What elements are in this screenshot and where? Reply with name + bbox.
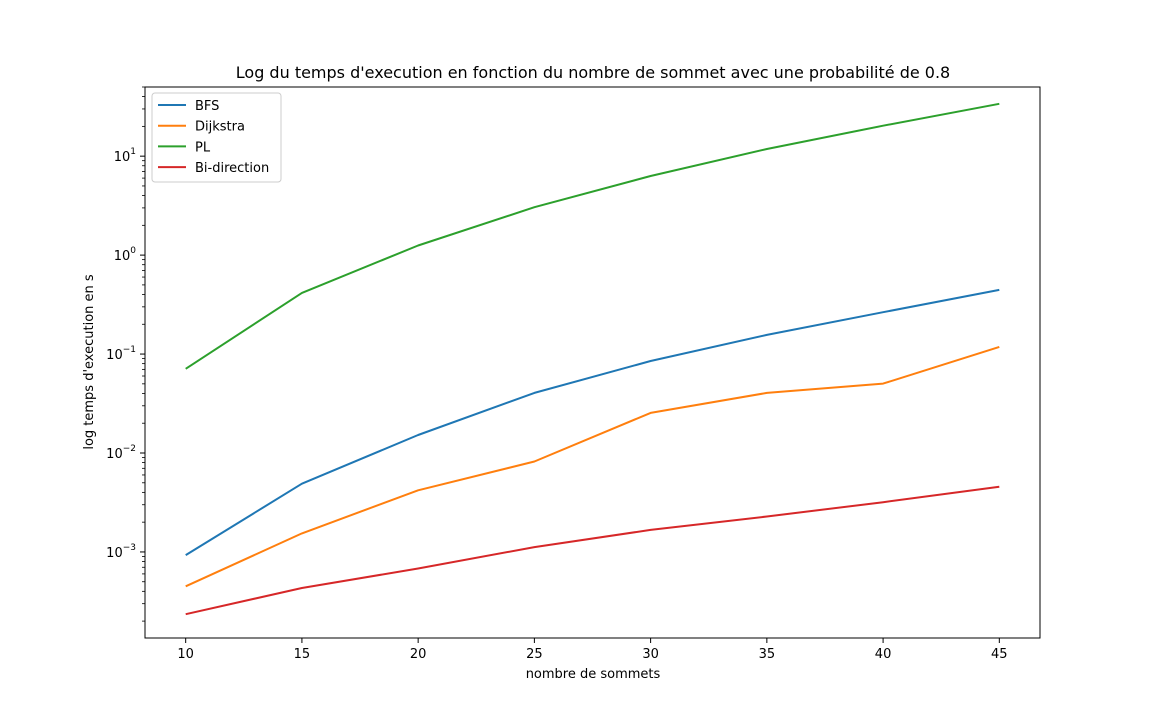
- plot-area: [144, 86, 1041, 639]
- series-line-2: [185, 102, 1000, 370]
- y-tick-label: 101: [114, 147, 136, 165]
- legend-label-3: Bi-direction: [195, 161, 269, 176]
- legend-label-0: BFS: [195, 99, 219, 114]
- x-tick-label: 10: [177, 647, 194, 662]
- x-axis-ticks: 10 15 20 25 30 35 40 45: [177, 638, 1008, 662]
- legend-box: [151, 92, 282, 183]
- legend-label-2: PL: [195, 140, 211, 155]
- x-tick-label: 20: [410, 647, 427, 662]
- y-tick-label: 10−2: [106, 444, 136, 462]
- x-tick-label: 40: [875, 647, 892, 662]
- series-line-0: [185, 288, 1000, 556]
- legend: BFS Dijkstra PL Bi-direction: [151, 92, 282, 183]
- y-tick-label: 10−3: [106, 543, 136, 561]
- x-tick-label: 35: [759, 647, 776, 662]
- x-tick-label: 15: [294, 647, 311, 662]
- series-line-3: [185, 485, 1000, 616]
- y-tick-label: 100: [114, 246, 137, 264]
- x-tick-label: 30: [642, 647, 659, 662]
- x-tick-label: 25: [526, 647, 543, 662]
- plot-frame: [144, 86, 1041, 639]
- x-axis-label: nombre de sommets: [526, 667, 661, 682]
- chart-title: Log du temps d'execution en fonction du …: [236, 63, 950, 82]
- y-axis-ticks: 10−3 10−2 10−1 100 101: [106, 86, 145, 622]
- y-tick-label: 10−1: [106, 345, 136, 363]
- x-tick-label: 45: [991, 647, 1008, 662]
- legend-label-1: Dijkstra: [195, 120, 245, 135]
- series-line-1: [185, 345, 1000, 588]
- y-axis-label: log temps d'execution en s: [82, 274, 97, 450]
